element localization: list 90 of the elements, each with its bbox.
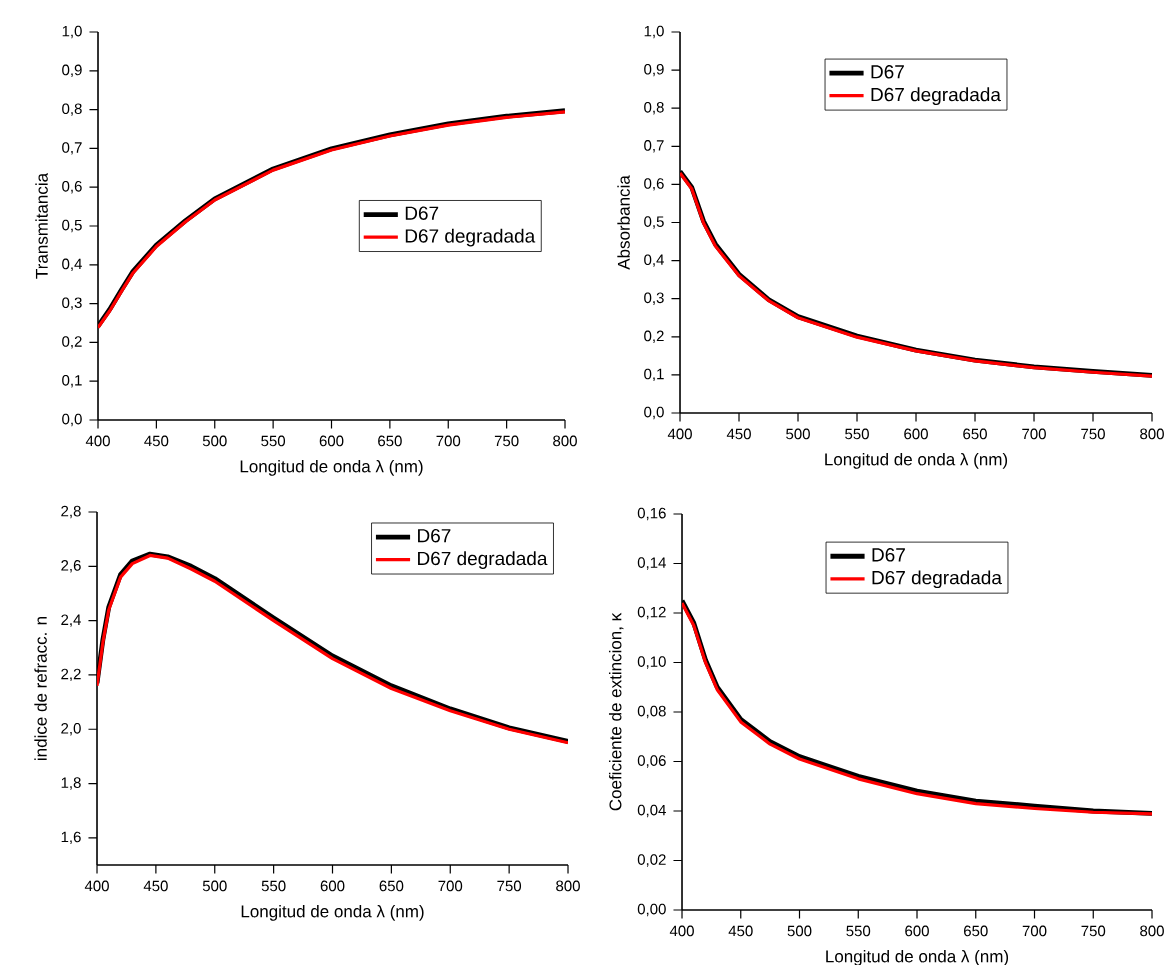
x-tick-label: 800 bbox=[1140, 925, 1164, 937]
x-axis-title: Longitud de onda λ (nm) bbox=[241, 904, 424, 921]
y-tick-label: 0,3 bbox=[644, 292, 664, 305]
y-axis-title: Coeficiente de extincion, κ bbox=[608, 612, 624, 811]
x-tick-label: 400 bbox=[667, 428, 692, 440]
y-tick-label: 0,04 bbox=[637, 804, 666, 818]
legend-label: D67 bbox=[871, 65, 904, 79]
x-axis-title: Longitud de onda λ (nm) bbox=[240, 459, 423, 476]
x-tick-label: 800 bbox=[1140, 428, 1164, 440]
y-tick-label: 0,08 bbox=[637, 705, 666, 719]
x-tick-label: 600 bbox=[904, 428, 928, 440]
x-tick-label: 550 bbox=[261, 435, 286, 447]
y-tick-label: 1,0 bbox=[62, 25, 82, 39]
x-tick-label: 650 bbox=[379, 880, 404, 892]
legend-label: D67 bbox=[405, 206, 439, 220]
y-tick-label: 0,0 bbox=[644, 406, 664, 420]
y-tick-label: 0,9 bbox=[62, 64, 82, 77]
y-tick-label: 0,6 bbox=[62, 181, 82, 194]
x-axis-title: Longitud de onda λ (nm) bbox=[825, 452, 1008, 469]
x-tick-label: 600 bbox=[320, 880, 345, 892]
legend-label: D67 bbox=[418, 528, 451, 543]
x-tick-label: 750 bbox=[494, 435, 519, 447]
x-tick-label: 650 bbox=[963, 428, 987, 440]
x-tick-label: 550 bbox=[261, 880, 286, 892]
x-tick-label: 400 bbox=[84, 880, 109, 892]
x-tick-label: 550 bbox=[845, 428, 869, 440]
x-tick-label: 800 bbox=[553, 435, 577, 447]
x-tick-label: 750 bbox=[1081, 925, 1106, 937]
legend-label: D67 degradada bbox=[872, 570, 1002, 589]
x-tick-label: 700 bbox=[438, 880, 463, 892]
y-tick-label: 0,5 bbox=[62, 219, 82, 233]
y-tick-label: 0,06 bbox=[637, 755, 666, 768]
y-tick-label: 0,12 bbox=[637, 606, 666, 620]
y-tick-label: 0,14 bbox=[637, 557, 666, 570]
y-tick-label: 2,6 bbox=[61, 560, 81, 573]
y-axis-title: indice de refracc. n bbox=[34, 617, 47, 760]
x-tick-label: 450 bbox=[728, 925, 753, 937]
x-tick-label: 550 bbox=[846, 925, 871, 937]
y-tick-label: 0,8 bbox=[62, 103, 82, 116]
x-tick-label: 650 bbox=[378, 435, 402, 447]
legend-label: D67 degradada bbox=[405, 228, 536, 247]
x-tick-label: 600 bbox=[319, 435, 344, 447]
y-tick-label: 2,2 bbox=[61, 668, 81, 682]
x-tick-label: 450 bbox=[726, 428, 751, 440]
x-tick-label: 500 bbox=[786, 428, 810, 440]
y-tick-label: 0,4 bbox=[644, 254, 664, 267]
y-axis-title: Absorbancia bbox=[617, 175, 630, 270]
y-tick-label: 0,8 bbox=[644, 101, 664, 115]
x-tick-label: 500 bbox=[787, 925, 812, 937]
x-tick-label: 650 bbox=[964, 925, 988, 937]
y-tick-label: 1,8 bbox=[61, 777, 81, 790]
x-tick-label: 450 bbox=[143, 880, 168, 892]
x-tick-label: 500 bbox=[202, 880, 227, 892]
y-tick-label: 0,5 bbox=[644, 216, 664, 229]
y-tick-label: 0,1 bbox=[644, 368, 664, 382]
x-tick-label: 500 bbox=[202, 435, 227, 447]
x-axis-title: Longitud de onda λ (nm) bbox=[826, 949, 1009, 965]
x-tick-label: 700 bbox=[1022, 428, 1046, 440]
y-tick-label: 0,16 bbox=[637, 507, 666, 521]
x-tick-label: 450 bbox=[144, 435, 169, 447]
y-tick-label: 0,9 bbox=[644, 63, 664, 77]
legend-label: D67 degradada bbox=[418, 551, 548, 569]
y-tick-label: 0,2 bbox=[62, 336, 82, 349]
legend-label: D67 bbox=[872, 548, 905, 562]
legend-label: D67 degradada bbox=[871, 87, 1001, 106]
y-tick-label: 0,4 bbox=[62, 258, 82, 271]
x-tick-label: 700 bbox=[436, 435, 461, 447]
y-tick-label: 0,2 bbox=[644, 330, 664, 343]
y-tick-label: 2,4 bbox=[61, 614, 81, 627]
y-tick-label: 0,1 bbox=[62, 375, 82, 388]
x-tick-label: 750 bbox=[497, 880, 522, 892]
y-tick-label: 2,8 bbox=[61, 505, 81, 519]
y-tick-label: 0,7 bbox=[644, 140, 664, 153]
x-tick-label: 600 bbox=[905, 925, 929, 937]
y-axis-title: Transmitancia bbox=[35, 172, 48, 279]
x-tick-label: 400 bbox=[85, 435, 110, 447]
y-tick-label: 1,0 bbox=[644, 25, 664, 39]
y-tick-label: 0,7 bbox=[62, 142, 82, 155]
y-tick-label: 0,3 bbox=[62, 297, 82, 310]
x-tick-label: 700 bbox=[1022, 925, 1047, 937]
y-tick-label: 0,00 bbox=[637, 903, 666, 917]
y-tick-label: 0,0 bbox=[62, 413, 82, 427]
x-tick-label: 400 bbox=[669, 925, 694, 937]
y-tick-label: 0,02 bbox=[637, 854, 666, 867]
x-tick-label: 750 bbox=[1081, 428, 1105, 440]
y-tick-label: 0,6 bbox=[644, 178, 664, 191]
y-tick-label: 2,0 bbox=[61, 723, 81, 736]
x-tick-label: 800 bbox=[556, 880, 580, 892]
y-tick-label: 0,10 bbox=[637, 656, 666, 669]
y-tick-label: 1,6 bbox=[61, 831, 81, 845]
